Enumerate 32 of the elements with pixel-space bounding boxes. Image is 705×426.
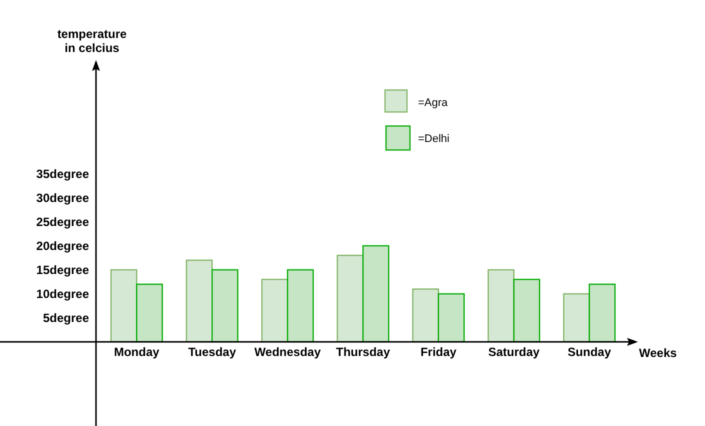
y-tick-label: 25degree	[36, 214, 90, 229]
bar	[186, 260, 213, 343]
y-tick-label: 30degree	[36, 190, 90, 205]
x-axis-title: Weeks	[639, 346, 678, 360]
bar	[488, 269, 514, 343]
y-tick-label: 20degree	[36, 239, 90, 253]
bar	[286, 269, 314, 343]
bar	[336, 254, 364, 343]
y-tick-label: 10degree	[36, 287, 90, 302]
bar	[362, 245, 390, 343]
x-tick-label: Thursday	[336, 344, 390, 359]
x-tick-label: Wednesday	[254, 344, 322, 359]
x-tick-label: Monday	[114, 344, 160, 359]
x-tick-label: Friday	[420, 344, 457, 359]
y-tick-label: 35degree	[36, 166, 90, 181]
x-tick-label: Saturday	[488, 344, 540, 359]
bar	[261, 278, 288, 343]
legend-label: =Agra	[418, 97, 449, 109]
bar	[563, 293, 590, 343]
bar	[513, 278, 540, 343]
legend-label: =Delhi	[418, 133, 450, 145]
bar	[212, 269, 238, 343]
bar	[136, 284, 163, 343]
x-tick-label: Tuesday	[188, 344, 236, 359]
x-tick-label: Sunday	[568, 344, 612, 359]
bar	[412, 288, 440, 343]
bar	[110, 269, 138, 343]
bar	[588, 284, 616, 343]
y-axis-title: temperature in celcius	[57, 27, 128, 55]
bar	[438, 293, 465, 343]
y-tick-label: 15degree	[36, 263, 90, 278]
y-tick-label: 5degree	[42, 311, 90, 326]
